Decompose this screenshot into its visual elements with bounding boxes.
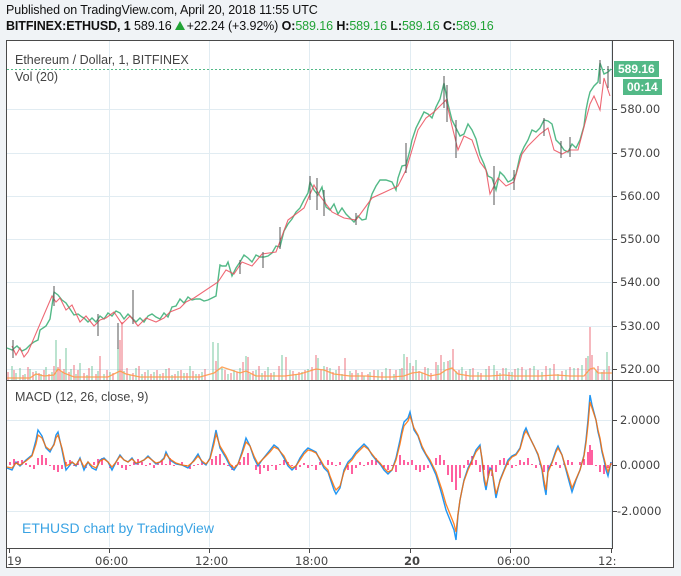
chart-frame[interactable] (6, 40, 674, 568)
price-tick-560: 560.00 (620, 189, 661, 203)
price-line-down (11, 77, 611, 359)
time-tick-19: 19 (7, 554, 22, 568)
signal-line (6, 401, 612, 533)
close-label: C: (442, 19, 456, 33)
price-tick-580: 580.00 (620, 102, 661, 116)
macd-tick-2: 2.0000 (620, 413, 661, 427)
low-label: L: (390, 19, 402, 33)
macd-histogram (9, 445, 612, 490)
countdown-tag: 00:14 (623, 79, 662, 95)
price-tick-520: 520.00 (620, 362, 661, 376)
time-tick-1200-b: 12: (598, 554, 617, 568)
time-tick-1800: 18:00 (295, 554, 329, 568)
published-caption: Published on TradingView.com, April 20, … (6, 3, 318, 17)
price-tick-530: 530.00 (620, 319, 661, 333)
last-price-tag: 589.16 (614, 61, 659, 77)
low-value: 589.16 (401, 19, 440, 33)
up-arrow-icon (174, 21, 185, 30)
open-value: 589.16 (295, 19, 333, 33)
macd-legend: MACD (12, 26, close, 9) (15, 390, 149, 404)
watermark-link[interactable]: ETHUSD chart by TradingView (22, 520, 214, 536)
close-value: 589.16 (455, 19, 494, 33)
macd-tick-neg2: -2.0000 (617, 504, 662, 518)
high-value: 589.16 (349, 19, 387, 33)
symbol-name: BITFINEX:ETHUSD, 1 (6, 19, 131, 33)
candle-wicks (12, 60, 609, 358)
time-tick-20: 20 (404, 554, 421, 568)
price-tick-540: 540.00 (620, 275, 661, 289)
volume-legend: Vol (20) (15, 70, 59, 84)
price-tick-570: 570.00 (620, 146, 661, 160)
price-axis-ticks (9, 109, 617, 553)
macd-tick-0: 0.0000 (620, 458, 661, 472)
price-pane-title: Ethereum / Dollar, 1, BITFINEX (15, 53, 189, 67)
symbol-info-bar: BITFINEX:ETHUSD, 1 589.16 +22.24 (+3.92%)… (6, 19, 494, 33)
open-label: O: (281, 19, 296, 33)
time-tick-0600: 06:00 (95, 554, 129, 568)
price-tick-550: 550.00 (620, 232, 661, 246)
time-tick-1200: 12:00 (195, 554, 229, 568)
last-price: 589.16 (133, 19, 172, 33)
price-grid (7, 41, 612, 547)
volume-ma-line (7, 366, 612, 379)
high-label: H: (336, 19, 350, 33)
time-tick-0600-b: 06:00 (497, 554, 531, 568)
price-change: +22.24 (+3.92%) (186, 19, 279, 33)
